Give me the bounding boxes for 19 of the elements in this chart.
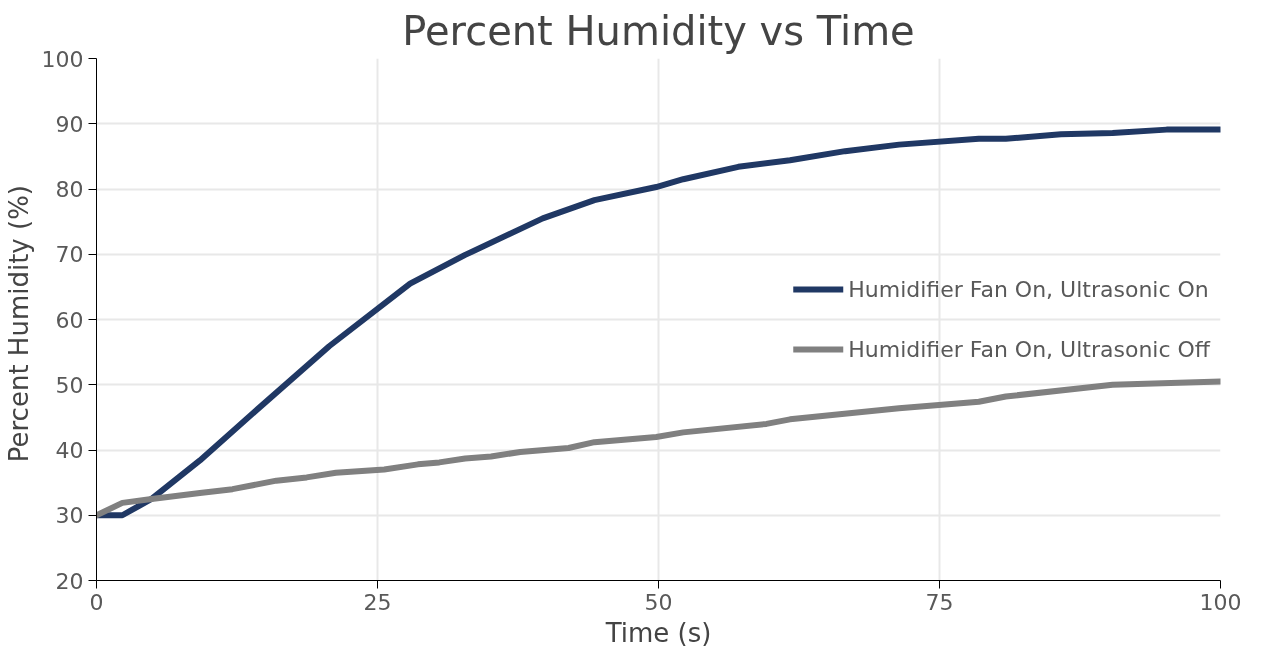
- y-tick-label: 90: [55, 111, 84, 137]
- y-tick-label: 50: [55, 372, 84, 398]
- legend-label: Humidifier Fan On, Ultrasonic Off: [848, 335, 1210, 364]
- x-tick-label: 50: [644, 589, 673, 615]
- x-tick-label: 25: [363, 589, 392, 615]
- x-tick-label: 100: [1199, 589, 1242, 615]
- y-tick-label: 60: [55, 307, 84, 333]
- y-tick-label: 80: [55, 177, 84, 202]
- x-tick-label: 75: [925, 589, 954, 615]
- y-tick-label: 30: [55, 503, 84, 529]
- y-tick-label: 100: [41, 46, 84, 72]
- chart-title: Percent Humidity vs Time: [402, 7, 915, 54]
- y-tick-label: 20: [55, 568, 84, 594]
- legend-label: Humidifier Fan On, Ultrasonic On: [848, 275, 1209, 304]
- x-tick-label: 0: [89, 589, 104, 615]
- y-tick-label: 70: [55, 242, 84, 268]
- y-tick-label: 40: [55, 438, 84, 463]
- y-axis-title: Percent Humidity (%): [3, 185, 34, 463]
- x-axis-title: Time (s): [604, 617, 712, 648]
